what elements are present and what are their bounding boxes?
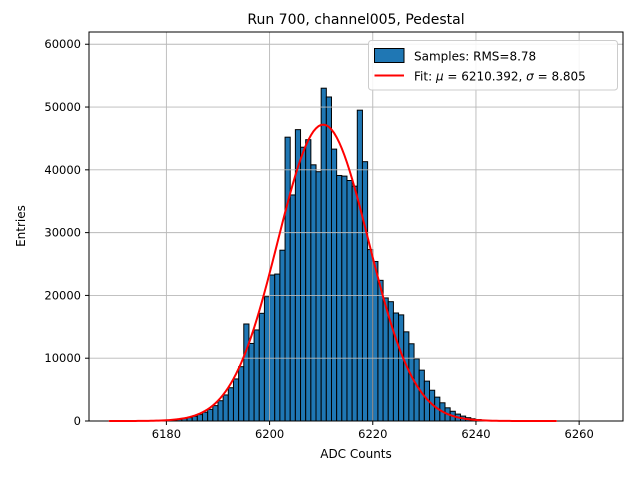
- x-axis-label: ADC Counts: [320, 447, 392, 461]
- histogram-bar: [223, 395, 228, 421]
- histogram-bar: [203, 412, 208, 421]
- histogram-bar: [254, 330, 259, 421]
- y-tick-label: 30000: [44, 226, 81, 240]
- histogram-bar: [285, 137, 290, 421]
- histogram-bar: [233, 379, 238, 421]
- histogram-bar: [321, 88, 326, 421]
- histogram-bar: [239, 367, 244, 421]
- histogram-bar: [306, 140, 311, 421]
- histogram-bar: [316, 172, 321, 421]
- histogram-bar: [290, 195, 295, 421]
- histogram-bar: [409, 344, 414, 421]
- histogram-bar: [264, 297, 269, 421]
- histogram-bar: [275, 274, 280, 421]
- histogram-bar: [399, 315, 404, 421]
- x-tick-label: 6180: [152, 427, 181, 441]
- x-tick-label: 6240: [461, 427, 490, 441]
- histogram-bar: [383, 298, 388, 421]
- histogram-bar: [342, 176, 347, 421]
- histogram-bar: [337, 175, 342, 421]
- histogram-bar: [259, 313, 264, 421]
- histogram-bar: [331, 149, 336, 421]
- histogram-bar: [228, 388, 233, 421]
- histogram-bar: [208, 409, 213, 421]
- legend: Samples: RMS=8.78 Fit: μ = 6210.392, σ =…: [369, 41, 618, 91]
- x-tick-label: 6220: [358, 427, 387, 441]
- histogram-bar: [280, 250, 285, 421]
- y-tick-label: 0: [74, 414, 81, 428]
- x-tick-label: 6260: [565, 427, 594, 441]
- y-tick-label: 20000: [44, 288, 81, 302]
- y-tick-label: 60000: [44, 37, 81, 51]
- legend-samples-label: Samples: RMS=8.78: [414, 50, 536, 64]
- histogram-bar: [362, 162, 367, 421]
- histogram-bar: [393, 313, 398, 421]
- histogram-bar: [373, 262, 378, 421]
- y-tick-label: 10000: [44, 351, 81, 365]
- histogram-bar: [197, 415, 202, 421]
- x-tick-label: 6200: [255, 427, 284, 441]
- histogram-bar: [244, 324, 249, 421]
- histogram-bar: [270, 275, 275, 421]
- histogram-bar: [414, 359, 419, 421]
- histogram-bar: [326, 97, 331, 421]
- histogram-bar: [347, 181, 352, 422]
- histogram-bar: [213, 406, 218, 421]
- histogram-bar: [368, 250, 373, 421]
- legend-fit-label: Fit: μ = 6210.392, σ = 8.805: [414, 70, 586, 84]
- chart-title: Run 700, channel005, Pedestal: [247, 12, 464, 28]
- histogram-bar: [357, 110, 362, 421]
- histogram-bar: [378, 280, 383, 421]
- histogram-bar: [249, 343, 254, 421]
- y-axis-label: Entries: [14, 205, 28, 247]
- histogram-bar: [311, 165, 316, 421]
- y-tick-label: 50000: [44, 100, 81, 114]
- histogram-bars-layer: [141, 88, 502, 421]
- legend-samples-swatch: [375, 49, 405, 63]
- histogram-bar: [404, 332, 409, 421]
- y-tick-label: 40000: [44, 163, 81, 177]
- histogram-bar: [301, 147, 306, 421]
- histogram-bar: [352, 186, 357, 421]
- histogram-bar: [218, 401, 223, 421]
